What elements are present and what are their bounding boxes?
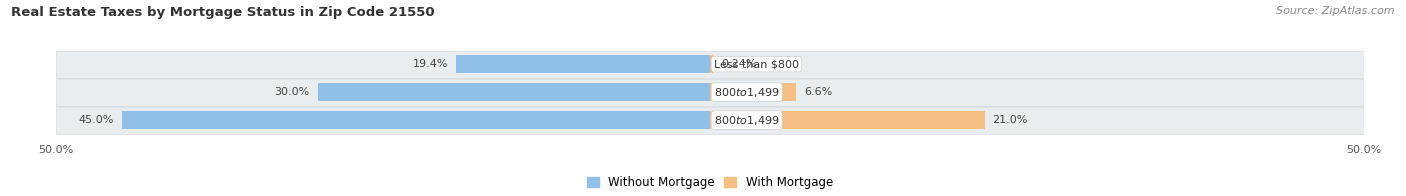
Text: 30.0%: 30.0% bbox=[274, 87, 309, 97]
Legend: Without Mortgage, With Mortgage: Without Mortgage, With Mortgage bbox=[588, 176, 832, 189]
Text: 45.0%: 45.0% bbox=[79, 115, 114, 125]
Bar bbox=[710, 112, 984, 129]
Bar bbox=[710, 83, 796, 101]
Bar bbox=[710, 55, 713, 73]
Bar bbox=[318, 83, 710, 101]
Text: $800 to $1,499: $800 to $1,499 bbox=[714, 86, 779, 99]
Bar bbox=[122, 112, 710, 129]
Bar bbox=[56, 107, 1364, 134]
Bar bbox=[56, 51, 1364, 78]
Text: Source: ZipAtlas.com: Source: ZipAtlas.com bbox=[1277, 6, 1395, 16]
Text: $800 to $1,499: $800 to $1,499 bbox=[714, 114, 779, 127]
Text: 6.6%: 6.6% bbox=[804, 87, 832, 97]
Text: 19.4%: 19.4% bbox=[413, 59, 449, 69]
Text: Real Estate Taxes by Mortgage Status in Zip Code 21550: Real Estate Taxes by Mortgage Status in … bbox=[11, 6, 434, 19]
Text: 0.24%: 0.24% bbox=[721, 59, 756, 69]
Text: Less than $800: Less than $800 bbox=[714, 59, 799, 69]
Text: 21.0%: 21.0% bbox=[993, 115, 1028, 125]
Bar bbox=[457, 55, 710, 73]
Bar bbox=[56, 79, 1364, 106]
